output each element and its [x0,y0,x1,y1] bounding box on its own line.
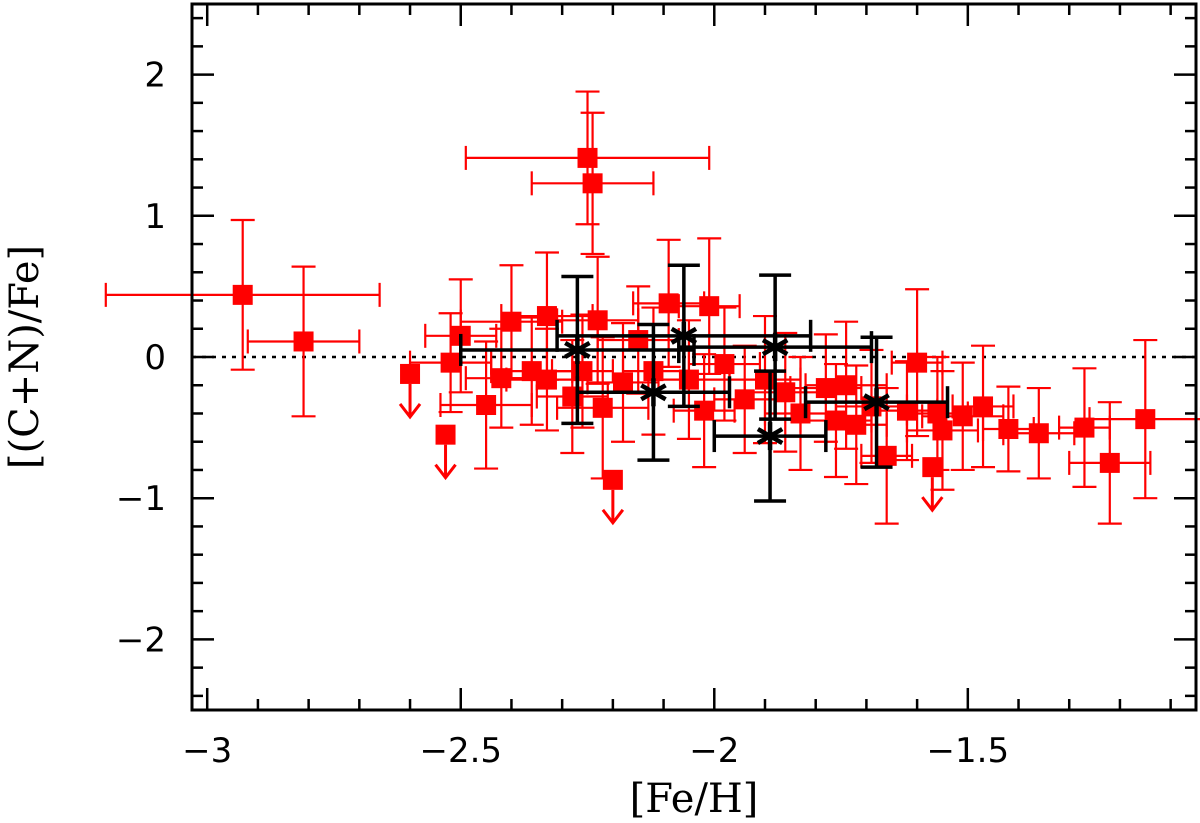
red-square-marker [440,352,461,373]
red-square-marker [815,378,836,399]
red-square-marker [836,375,857,396]
x-tick-label: −2.5 [419,731,502,771]
black-series-layer [458,263,950,503]
red-square-marker [577,147,598,168]
y-tick-label: −2 [116,620,166,660]
axis-ticks [192,4,1196,710]
red-data-point [104,218,381,371]
x-tick-label: −3 [182,731,232,771]
red-square-marker [501,311,522,332]
y-tick-label: 0 [144,338,166,378]
red-square-marker [1135,409,1156,430]
red-square-marker [922,457,943,478]
asterisk-stroke [761,338,789,357]
red-data-point [677,237,741,376]
red-square-marker [435,424,456,445]
y-axis-title: [(C+N)/Fe] [2,245,48,469]
red-square-marker [521,361,542,382]
red-series-layer [104,90,1200,526]
red-square-marker [952,406,973,427]
red-data-point [464,90,711,226]
red-square-marker [582,173,603,194]
x-tick-label: −2 [689,731,739,771]
black-data-point [555,263,813,409]
red-square-marker [232,284,253,305]
red-data-point [890,288,944,438]
asterisk-stroke [863,393,890,412]
red-data-point [555,255,640,385]
red-data-point [555,336,650,480]
upper-limit-arrow-head [601,508,625,526]
red-data-point [1068,401,1152,525]
black-data-point [712,369,828,503]
red-square-marker [536,306,557,327]
red-square-marker [572,361,593,382]
red-square-marker [1099,452,1120,473]
red-square-marker [932,420,953,441]
red-data-point [246,265,361,418]
red-square-marker [998,419,1019,440]
black-data-point [575,322,732,462]
red-square-marker [907,352,928,373]
asterisk-stroke [670,326,698,345]
red-data-point [804,320,888,450]
red-square-marker [973,396,994,417]
y-tick-label: 2 [144,56,166,96]
red-square-marker [846,414,867,435]
red-square-marker [694,400,715,421]
upper-limit-arrow-head [921,496,944,513]
red-square-marker [628,330,649,351]
red-data-point [824,364,888,486]
red-data-point [1002,386,1076,480]
x-axis-title: [Fe/H] [630,776,759,822]
red-square-marker [775,382,796,403]
red-data-point [601,469,625,526]
red-square-marker [714,354,735,375]
red-data-point [905,370,980,491]
red-square-marker [1074,417,1095,438]
x-tick-label: −1.5 [927,731,1010,771]
red-data-point [1088,338,1200,500]
red-square-marker [476,395,497,416]
red-square-marker [1028,423,1049,444]
red-square-marker [602,469,623,490]
red-square-marker [876,445,897,466]
red-square-marker [293,331,314,352]
red-square-marker [658,293,679,314]
tick-labels: −3 −2.5 −2 −1.5 −2 −1 0 1 2 [116,56,1009,771]
red-data-point [921,457,944,513]
upper-limit-arrow-head [398,403,422,420]
red-data-point [408,312,493,414]
asterisk-stroke [756,427,784,446]
y-tick-label: −1 [116,479,166,519]
y-tick-label: 1 [144,197,166,237]
red-square-marker [562,386,583,407]
red-square-marker [536,369,557,390]
black-data-point [803,335,950,469]
red-square-marker [587,310,608,331]
red-square-marker [592,397,613,418]
red-square-marker [699,296,720,317]
asterisk-stroke [564,340,591,359]
asterisk-stroke [640,383,667,402]
red-data-point [434,424,457,481]
black-data-point [677,273,874,421]
upper-limit-arrow-head [434,463,457,481]
red-data-point [530,111,655,256]
red-data-point [951,344,1015,469]
